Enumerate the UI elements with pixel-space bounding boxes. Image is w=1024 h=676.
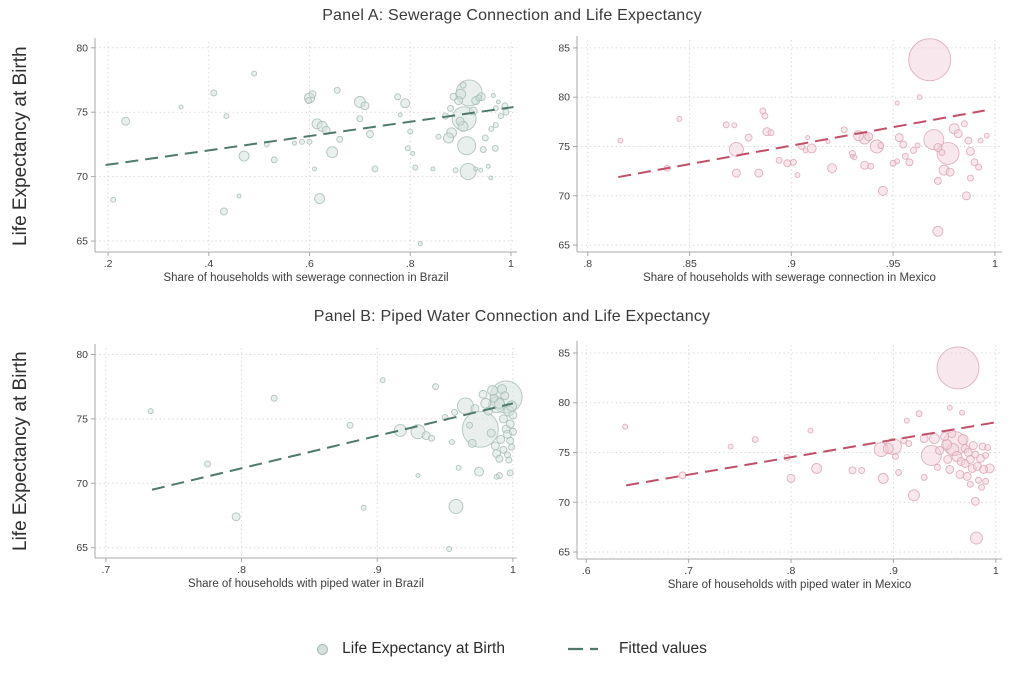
svg-text:.9: .9: [889, 565, 898, 577]
svg-text:1: 1: [993, 565, 999, 577]
svg-text:70: 70: [558, 190, 570, 202]
svg-text:80: 80: [558, 397, 570, 409]
svg-text:1: 1: [992, 258, 998, 270]
panel-a-title: Panel A: Sewerage Connection and Life Ex…: [322, 7, 702, 24]
svg-text:1: 1: [508, 258, 514, 270]
svg-text:65: 65: [76, 236, 88, 248]
svg-text:.6: .6: [305, 258, 314, 270]
svg-text:65: 65: [558, 240, 570, 252]
svg-text:80: 80: [558, 92, 570, 104]
svg-text:75: 75: [76, 413, 88, 425]
scatter-plot-piped-water-mexico: 65 70 75 80 85 .6 .7 .8 .9 1 Share of households w…: [558, 341, 1002, 591]
scatter-plot-sewerage-brazil: 65 70 75 80 .2 .4 .6 .8 1 Share of households wit…: [76, 38, 517, 284]
svg-text:Share of households with piped: Share of households with piped water in …: [188, 578, 424, 590]
svg-text:80: 80: [76, 42, 88, 54]
svg-text:.2: .2: [104, 258, 113, 270]
svg-text:75: 75: [558, 447, 570, 459]
svg-text:75: 75: [558, 141, 570, 153]
svg-text:.8: .8: [583, 258, 592, 270]
svg-text:Share of households with sewer: Share of households with sewerage connec…: [163, 272, 448, 284]
svg-text:.8: .8: [406, 258, 415, 270]
svg-text:70: 70: [76, 478, 88, 490]
svg-text:70: 70: [76, 171, 88, 183]
legend-scatter-label: Life Expectancy at Birth: [342, 640, 505, 657]
svg-text:.6: .6: [582, 565, 591, 577]
svg-text:70: 70: [558, 497, 570, 509]
y-axis-label-panel-a: Life Expectancy at Birth: [10, 46, 31, 246]
legend-fitted-label: Fitted values: [618, 640, 707, 657]
svg-text:1: 1: [510, 564, 516, 576]
svg-text:.85: .85: [682, 258, 697, 270]
svg-text:.8: .8: [237, 564, 246, 576]
svg-text:.7: .7: [684, 565, 693, 577]
svg-text:Share of households with piped: Share of households with piped water in …: [668, 579, 912, 591]
scatter-plot-sewerage-mexico: 65 70 75 80 85 .8 .85 .9 .95 1 Share of households…: [558, 36, 1002, 284]
scatter-plot-piped-water-brazil: 65 70 75 80 .7 .8 .9 1 Share of households with …: [76, 344, 523, 590]
panel-b-title: Panel B: Piped Water Connection and Life…: [313, 308, 711, 325]
legend: Life Expectancy at Birth Fitted values: [0, 634, 1024, 664]
svg-text:.9: .9: [373, 564, 382, 576]
legend-scatter-marker-icon: [317, 643, 329, 655]
svg-text:Share of households with sewer: Share of households with sewerage connec…: [643, 272, 936, 284]
legend-fitted-line-icon: [567, 647, 604, 651]
svg-text:.4: .4: [204, 258, 213, 270]
svg-text:85: 85: [558, 347, 570, 359]
svg-text:85: 85: [558, 42, 570, 54]
svg-text:.7: .7: [101, 564, 110, 576]
svg-text:65: 65: [558, 547, 570, 559]
svg-text:.8: .8: [787, 565, 796, 577]
svg-text:80: 80: [76, 349, 88, 361]
y-axis-label-panel-b: Life Expectancy at Birth: [10, 351, 31, 551]
svg-text:.9: .9: [787, 258, 796, 270]
svg-text:75: 75: [76, 107, 88, 119]
svg-text:.95: .95: [886, 258, 901, 270]
svg-text:65: 65: [76, 542, 88, 554]
